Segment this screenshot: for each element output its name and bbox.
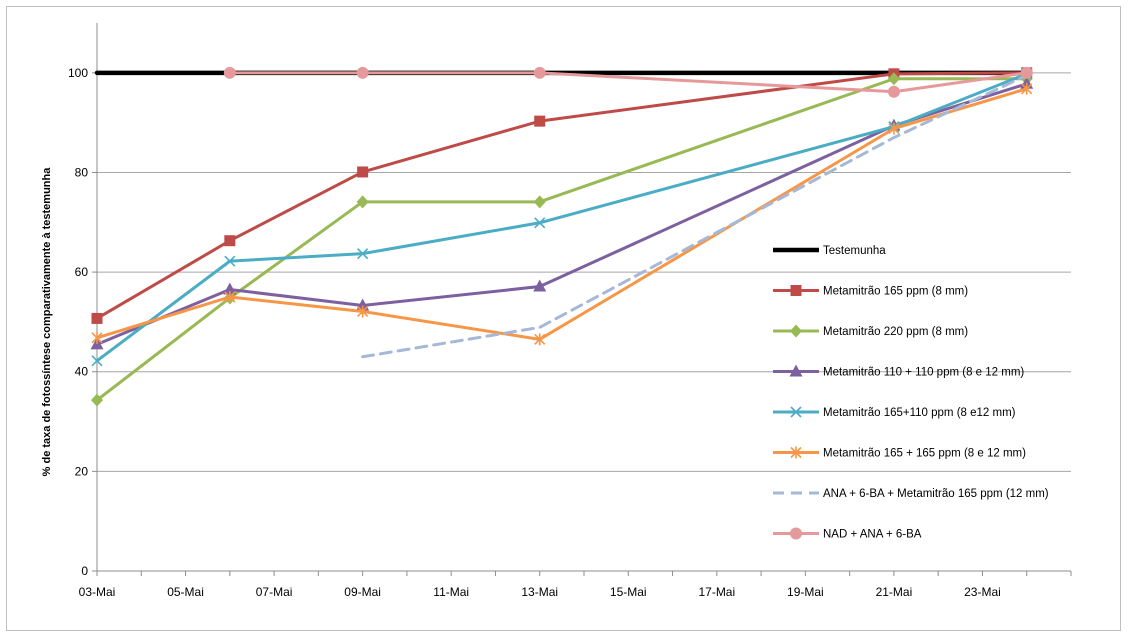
legend-item: Metamitrão 165 ppm (8 mm) — [773, 285, 968, 298]
legend-item: Metamitrão 110 + 110 ppm (8 e 12 mm) — [773, 364, 1024, 379]
series-5 — [91, 82, 1033, 346]
y-tick-label: 100 — [68, 66, 88, 80]
x-tick-label: 09-Mai — [344, 585, 381, 599]
x-tick-label: 13-Mai — [521, 585, 558, 599]
y-axis-ticks: 0 20 40 60 80 100 — [68, 66, 97, 578]
legend-label: Metamitrão 165 ppm (8 mm) — [823, 286, 968, 298]
legend-label: NAD + ANA + 6-BA — [823, 529, 922, 541]
series-line — [95, 82, 1029, 346]
y-tick-label: 80 — [75, 165, 89, 179]
data-point — [224, 291, 236, 303]
legend: Testemunha Metamitrão 165 ppm (8 mm) Metam… — [773, 245, 1049, 541]
series-line — [95, 77, 1029, 402]
series-7 — [223, 66, 1033, 98]
data-point — [357, 166, 369, 178]
data-point — [91, 355, 103, 367]
data-point — [91, 331, 103, 344]
legend-label: Metamitrão 165+110 ppm (8 e12 mm) — [823, 407, 1016, 419]
legend-label: ANA + 6-BA + Metamitrão 165 ppm (12 mm) — [823, 488, 1049, 500]
legend-marker — [790, 446, 802, 459]
legend-marker — [790, 285, 802, 296]
x-tick-label: 11-Mai — [433, 585, 469, 599]
data-point — [356, 195, 369, 209]
legend-item: Metamitrão 165 + 165 ppm (8 e 12 mm) — [773, 446, 1026, 460]
legend-marker — [790, 324, 802, 338]
data-point — [887, 85, 900, 98]
legend-label: Testemunha — [823, 245, 886, 257]
data-point — [91, 312, 103, 324]
legend-item: ANA + 6-BA + Metamitrão 165 ppm (12 mm) — [773, 488, 1049, 500]
data-point — [533, 279, 547, 292]
series-line — [228, 71, 1029, 94]
x-axis-ticks: 03-Mai 05-Mai 07-Mai 09-Mai 11-Mai 13-Mai 15-M… — [79, 571, 1072, 599]
legend-label: Metamitrão 110 + 110 ppm (8 e 12 mm) — [823, 367, 1024, 379]
legend-marker — [790, 406, 802, 418]
x-tick-label: 23-Mai — [964, 585, 1001, 599]
series-line — [95, 71, 1029, 320]
data-point — [91, 393, 103, 407]
data-point — [533, 195, 546, 209]
plot-area — [90, 66, 1034, 407]
legend-item: NAD + ANA + 6-BA — [773, 527, 922, 541]
x-tick-label: 03-Mai — [79, 585, 116, 599]
data-point — [533, 66, 546, 79]
x-tick-label: 07-Mai — [256, 585, 293, 599]
y-tick-label: 40 — [75, 365, 89, 379]
data-point — [357, 305, 369, 318]
data-point — [224, 255, 236, 267]
y-tick-label: 0 — [81, 564, 88, 578]
data-point — [534, 115, 546, 127]
series-line — [95, 87, 1029, 341]
y-axis-label: % de taxa de fotossíntese comparativamen… — [41, 167, 53, 477]
series-6 — [361, 73, 1029, 359]
legend-item: Metamitrão 165+110 ppm (8 e12 mm) — [773, 406, 1016, 419]
series-line — [361, 73, 1029, 359]
data-point — [887, 72, 900, 86]
y-tick-label: 20 — [75, 464, 89, 478]
x-tick-label: 17-Mai — [698, 585, 735, 599]
legend-item: Testemunha — [773, 245, 886, 257]
legend-label: Metamitrão 165 + 165 ppm (8 e 12 mm) — [823, 448, 1026, 460]
x-tick-label: 19-Mai — [787, 585, 824, 599]
x-tick-label: 15-Mai — [610, 585, 647, 599]
series-4 — [91, 68, 1033, 367]
legend-label: Metamitrão 220 ppm (8 mm) — [823, 326, 968, 338]
series-line — [95, 72, 1029, 363]
x-tick-label: 05-Mai — [167, 585, 204, 599]
data-point — [356, 66, 369, 79]
data-point — [357, 248, 369, 260]
data-point — [888, 122, 900, 135]
data-point — [534, 333, 546, 346]
data-point — [223, 66, 236, 79]
legend-item: Metamitrão 220 ppm (8 mm) — [773, 324, 968, 338]
data-point — [1020, 66, 1033, 79]
data-point — [1021, 82, 1033, 95]
legend-marker — [790, 527, 802, 540]
data-point — [534, 217, 546, 229]
x-tick-label: 21-Mai — [876, 585, 913, 599]
legend-marker — [789, 364, 803, 377]
y-tick-label: 60 — [75, 265, 89, 279]
data-point — [223, 282, 237, 295]
data-point — [224, 235, 236, 247]
